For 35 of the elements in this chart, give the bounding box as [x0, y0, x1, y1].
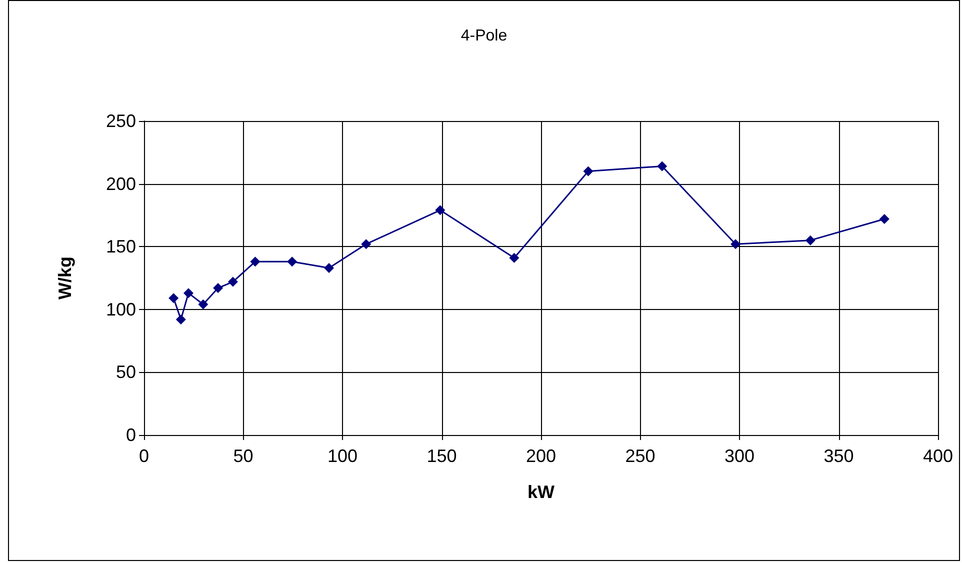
x-tick-label: 0: [138, 446, 150, 466]
point: [228, 276, 238, 287]
point: [287, 256, 298, 267]
x-tick-label: 350: [824, 446, 854, 466]
point: [168, 293, 179, 304]
y-tick-label: 200: [106, 174, 136, 194]
y-tick-label: 50: [116, 362, 136, 382]
point: [176, 314, 186, 324]
x-tick-label: 150: [426, 446, 457, 466]
point: [183, 288, 194, 298]
x-tick-label: 250: [625, 446, 656, 466]
point: [361, 239, 372, 250]
chart-title: 4-Pole: [460, 28, 508, 44]
y-tick-label: 0: [126, 425, 136, 445]
point: [657, 161, 668, 172]
x-tick-label: 100: [327, 446, 358, 466]
point: [583, 166, 594, 176]
x-axis-title: kW: [528, 482, 555, 502]
point: [324, 262, 334, 273]
point: [730, 239, 741, 250]
y-tick-label: 150: [106, 236, 136, 257]
point: [250, 256, 260, 267]
point: [213, 283, 224, 294]
y-tick-label: 250: [106, 111, 136, 131]
point: [879, 214, 890, 224]
point: [435, 205, 446, 216]
x-tick-label: 400: [922, 446, 954, 466]
point: [509, 252, 520, 263]
point: [198, 299, 208, 310]
point: [805, 235, 816, 246]
x-tick-label: 300: [724, 446, 755, 466]
y-tick-label: 100: [106, 299, 136, 320]
y-axis-title: W/kg: [55, 256, 75, 300]
x-tick-label: 200: [526, 446, 556, 466]
x-tick-label: 50: [233, 446, 254, 466]
